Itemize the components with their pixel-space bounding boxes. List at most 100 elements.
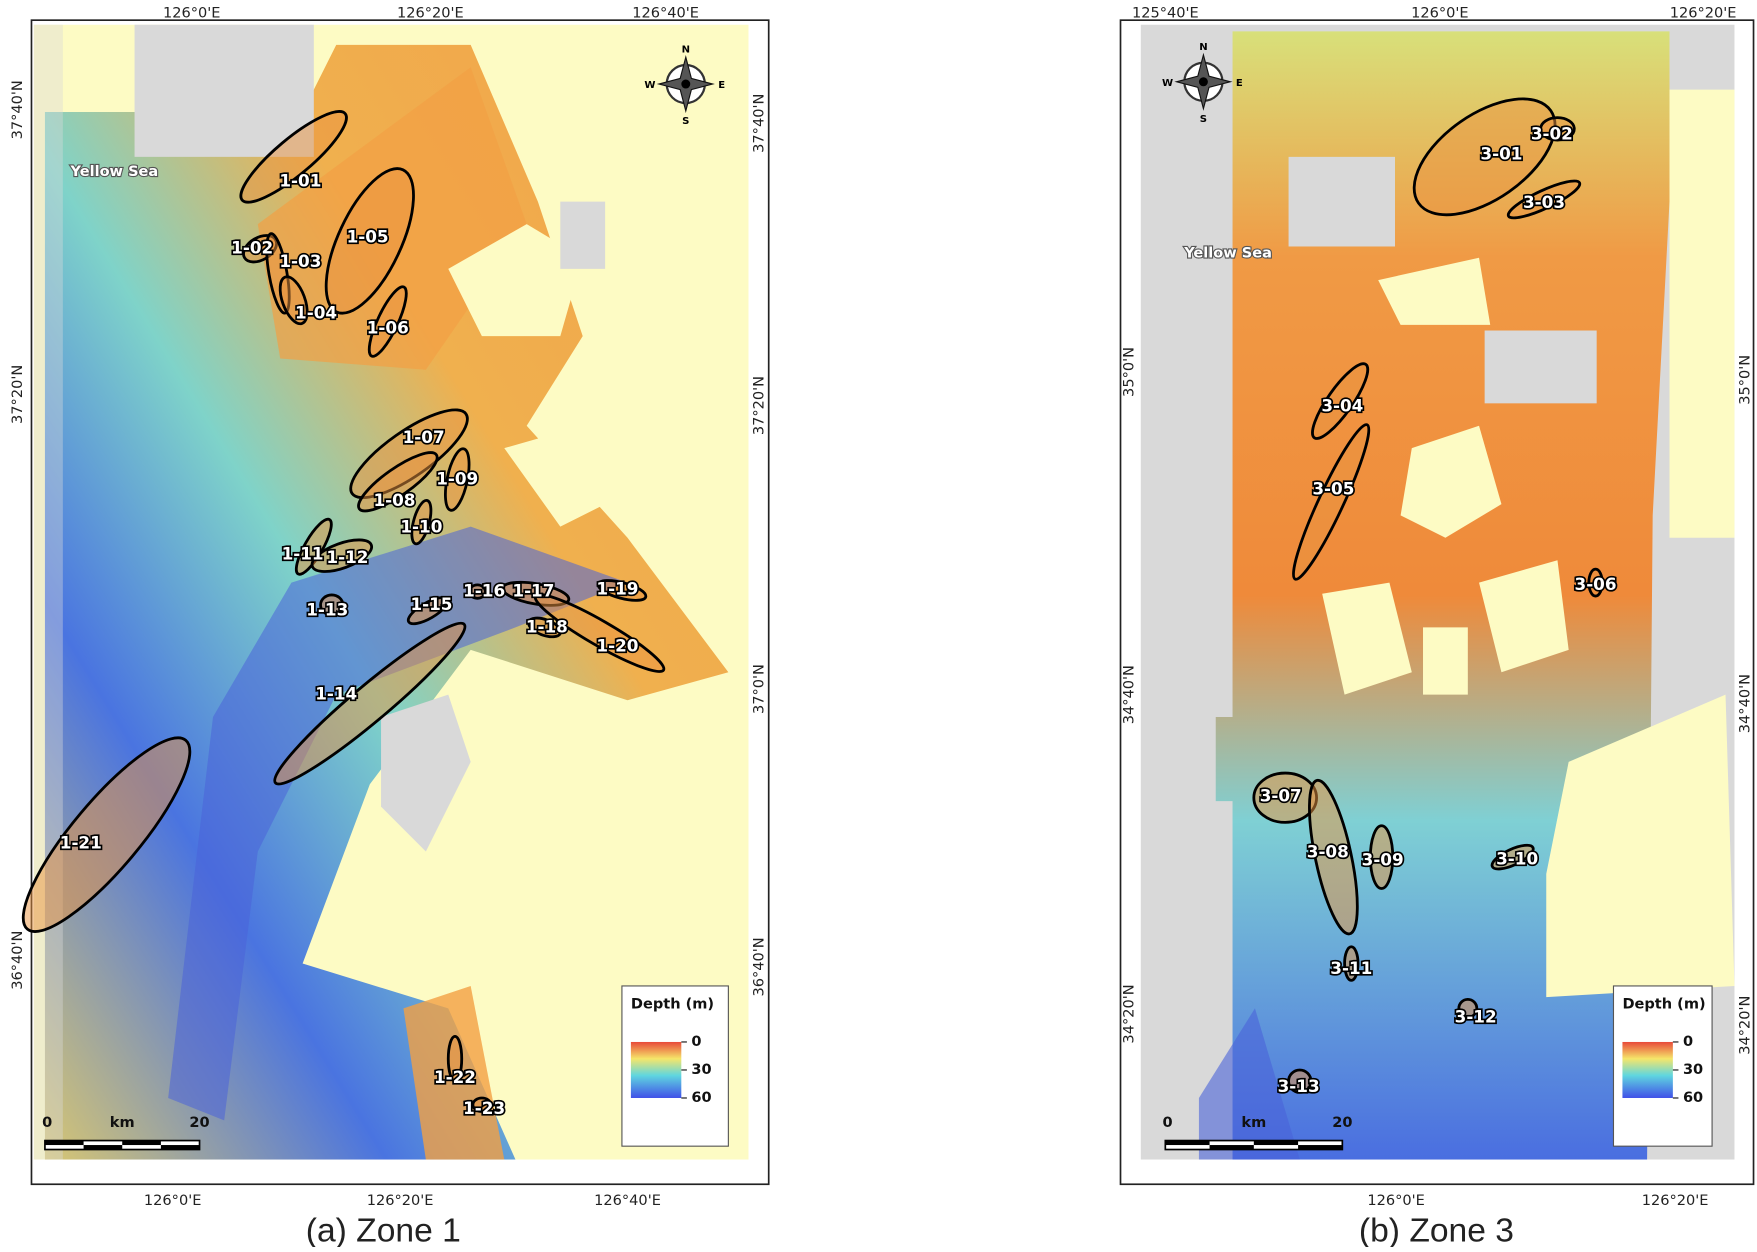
zone-label: 1-10 <box>400 517 442 537</box>
legend-ramp <box>630 1041 682 1098</box>
zone-label: 1-08 <box>373 490 415 510</box>
bottom-coord-label: 126°40'E <box>594 1192 661 1209</box>
zone-outline <box>1539 116 1576 142</box>
scale-segment <box>1298 1145 1343 1150</box>
legend-ramp <box>1622 1041 1673 1098</box>
zone-label: 1-19 <box>596 578 638 598</box>
legend-tick-label: 30 <box>1683 1061 1703 1078</box>
zone-label: 1-18 <box>526 616 568 636</box>
right-coord-label: 34°20'N <box>1737 996 1754 1055</box>
left-coord-label: 36°40'N <box>9 931 26 990</box>
zone-label: 3-09 <box>1362 849 1404 869</box>
zone-label: 3-11 <box>1330 958 1372 978</box>
zone-label: 3-13 <box>1278 1076 1320 1096</box>
zone-label: 3-05 <box>1312 479 1354 499</box>
right-coord-label: 35°0'N <box>1737 355 1754 405</box>
zone-outline <box>324 167 415 315</box>
zone-label: 1-14 <box>315 684 357 704</box>
zone-label: 1-01 <box>279 171 321 191</box>
compass-letter: W <box>644 80 655 91</box>
scale-unit: km <box>1241 1114 1266 1131</box>
zone-outline <box>410 498 433 546</box>
left-coord-label: 34°40'N <box>1120 665 1137 724</box>
zone-outline <box>1457 997 1479 1019</box>
compass-letter: W <box>1162 78 1173 89</box>
zone-outline <box>1311 362 1370 440</box>
zone-label: 1-21 <box>60 833 102 853</box>
right-coord-label: 37°20'N <box>751 376 768 435</box>
zone-outline <box>1587 567 1604 598</box>
compass-letter: E <box>718 80 725 91</box>
zone-label: 1-07 <box>403 427 445 447</box>
zone-outline <box>367 285 408 358</box>
top-coord-label: 126°20'E <box>397 4 464 21</box>
scale-segment <box>122 1140 161 1146</box>
top-coord-label: 126°0'E <box>1411 4 1468 21</box>
zone-label: 3-10 <box>1496 848 1538 868</box>
scale-start: 0 <box>42 1114 52 1131</box>
zone-label: 1-03 <box>279 251 321 271</box>
zone-outline <box>1368 824 1395 890</box>
scale-unit: km <box>110 1114 135 1131</box>
zone-label: 1-02 <box>231 238 273 258</box>
scale-end: 20 <box>189 1114 209 1131</box>
bottom-coord-label: 126°0'E <box>144 1192 201 1209</box>
right-coord-label: 37°40'N <box>751 94 768 153</box>
zone-label: 1-22 <box>434 1067 476 1087</box>
top-coord-label: 126°0'E <box>163 4 220 21</box>
scale-segment <box>1253 1140 1299 1146</box>
zone-outline <box>1287 1068 1313 1094</box>
zone-label: 1-11 <box>282 544 324 564</box>
zone-outline <box>278 275 309 326</box>
overlays: 126°0'E 126°20'E 126°40'E 126°0'E 126°20'E 12… <box>9 4 1754 1249</box>
bottom-coord-label: 126°0'E <box>1367 1192 1424 1209</box>
left-coord-label: 34°20'N <box>1120 984 1137 1043</box>
scale-segment <box>83 1145 123 1150</box>
compass-letter: N <box>1199 42 1207 53</box>
zone-label: 1-12 <box>326 547 368 567</box>
zone-outline <box>1506 179 1582 220</box>
zone-outline <box>444 447 471 512</box>
panel-caption: (b) Zone 3 <box>1359 1212 1514 1247</box>
zone-label: 3-03 <box>1523 192 1565 212</box>
zone-outline <box>1343 945 1360 982</box>
zone-outline <box>21 736 192 933</box>
zone-outline <box>468 583 487 600</box>
zone-outline <box>319 593 345 617</box>
compass-letter: N <box>682 44 690 55</box>
zone-label: 1-17 <box>512 581 554 601</box>
zone-label: 1-06 <box>367 317 409 337</box>
compass-letter: S <box>682 116 689 127</box>
zone-label: 3-07 <box>1260 786 1302 806</box>
scale-end: 20 <box>1332 1114 1352 1131</box>
zone-label: 1-20 <box>596 635 638 655</box>
zone-outline <box>1412 97 1557 217</box>
scale-segment <box>1209 1145 1254 1150</box>
zone-outline <box>533 593 666 673</box>
legend-tick-label: 0 <box>691 1033 701 1050</box>
zone-label: 3-08 <box>1307 842 1349 862</box>
panel-caption: (a) Zone 1 <box>306 1212 461 1247</box>
compass-letter: S <box>1200 114 1207 125</box>
top-coord-label: 126°40'E <box>632 4 699 21</box>
zone-outline <box>239 110 348 204</box>
compass-center <box>1198 77 1208 87</box>
left-coord-label: 35°0'N <box>1120 347 1137 397</box>
left-coord-label: 37°20'N <box>9 365 26 424</box>
zone-outline <box>273 621 467 786</box>
zone-outline <box>471 1096 493 1113</box>
top-coord-label: 125°40'E <box>1132 4 1199 21</box>
right-coord-label: 34°40'N <box>1737 674 1754 733</box>
zone-label: 1-16 <box>463 581 505 601</box>
scale-start: 0 <box>1162 1114 1172 1131</box>
zone-outline <box>310 538 374 573</box>
compass-letter: E <box>1236 78 1243 89</box>
zone-label: 3-02 <box>1531 123 1573 143</box>
legend-tick-label: 30 <box>691 1061 711 1078</box>
compass-center <box>681 79 691 89</box>
bottom-coord-label: 126°20'E <box>367 1192 434 1209</box>
legend-title: Depth (m) <box>631 995 714 1012</box>
zone-label: 1-23 <box>463 1098 505 1118</box>
zone-label: 3-12 <box>1455 1006 1497 1026</box>
